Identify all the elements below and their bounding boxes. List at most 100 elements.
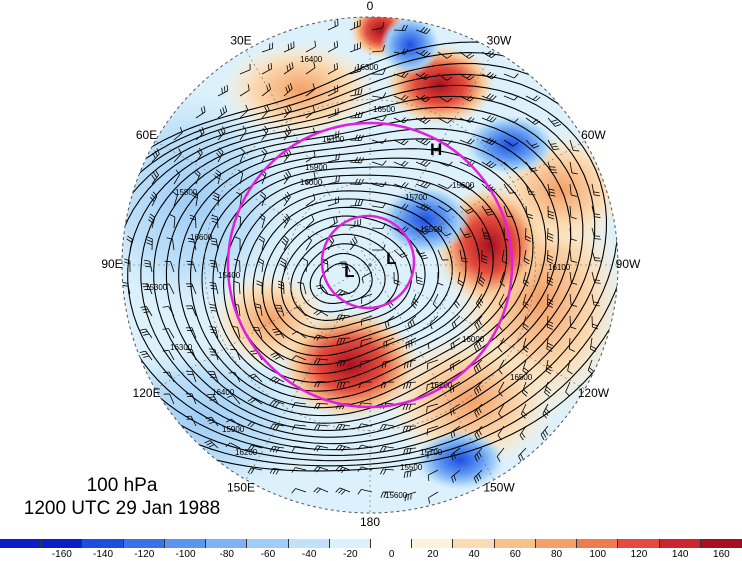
contour-label: 15600 (385, 491, 408, 500)
wind-barb (481, 205, 494, 216)
wind-barb (327, 107, 339, 119)
wind-barb (335, 314, 351, 321)
wind-barb (259, 191, 266, 207)
wind-barb (481, 50, 497, 59)
wind-barb (239, 104, 249, 119)
colorbar-swatch (329, 539, 371, 548)
colorbar-tick-label: -40 (301, 549, 317, 560)
wind-barb (163, 283, 175, 295)
wind-barb (415, 138, 431, 146)
wind-barb (380, 381, 395, 389)
wind-barb (454, 293, 461, 309)
wind-barb (139, 328, 153, 339)
wind-barb (380, 468, 395, 475)
wind-barb (269, 423, 285, 431)
wind-barb (124, 258, 131, 273)
height-contour (165, 128, 559, 424)
wind-barb (210, 237, 219, 251)
wind-barb (384, 315, 395, 329)
wind-barb (404, 491, 417, 502)
wind-barb (546, 293, 554, 308)
wind-barb (237, 169, 244, 185)
wind-barb (587, 359, 594, 375)
wind-barb (481, 160, 497, 169)
wind-barb (339, 261, 351, 273)
contour-label: 16500 (510, 373, 533, 382)
wind-barb (519, 425, 527, 441)
wind-barb (503, 73, 519, 79)
wind-barb (393, 181, 409, 189)
wind-barb (520, 403, 528, 419)
wind-barb (415, 26, 431, 35)
wind-barb (258, 235, 265, 251)
wind-barb (349, 199, 364, 207)
wind-barb (437, 227, 452, 237)
wind-barb (233, 258, 241, 273)
wind-barb (305, 61, 316, 75)
wind-barb (327, 62, 339, 75)
wind-barb (283, 126, 292, 141)
wind-barb (212, 192, 220, 207)
wind-barb (473, 359, 483, 374)
wind-barb (590, 337, 597, 353)
wind-barb (459, 116, 475, 123)
height-contour (223, 174, 494, 383)
wind-barb (415, 116, 431, 124)
pressure-level-label: 100 hPa (86, 475, 158, 496)
parallel-line (287, 182, 453, 348)
wind-barb (437, 95, 453, 103)
wind-barb (305, 172, 316, 185)
wind-barb (569, 249, 578, 263)
wind-barb (305, 149, 316, 163)
wind-barb (302, 257, 309, 273)
wind-barb (427, 337, 439, 350)
wind-barb (162, 306, 175, 317)
longitude-label: 30E (230, 34, 251, 48)
height-contour (178, 138, 547, 417)
wind-barb (313, 358, 329, 365)
wind-barb (173, 127, 183, 141)
wind-barb (459, 227, 472, 238)
contour-label: 15500 (400, 463, 423, 472)
wind-barb (426, 359, 439, 370)
wind-barb (151, 148, 160, 163)
wind-barb (305, 83, 316, 97)
wind-barb (141, 283, 153, 295)
wind-barb (371, 45, 385, 53)
wind-barb (547, 227, 554, 242)
wind-barb (473, 381, 483, 396)
wind-barb (236, 191, 242, 207)
wind-barb (569, 271, 578, 285)
wind-barb (568, 337, 575, 352)
wind-barb (379, 423, 395, 431)
contour-label: 16300 (170, 343, 193, 352)
wind-barb (291, 467, 307, 473)
wind-barb (473, 337, 483, 352)
wind-barb (313, 487, 329, 494)
wind-barb (225, 442, 241, 449)
wind-barb (349, 19, 361, 31)
wind-barb (523, 249, 530, 265)
wind-barb (291, 488, 307, 494)
wind-barb (349, 236, 358, 251)
high-center-label: H (430, 140, 442, 159)
height-contour (127, 95, 596, 445)
wind-barb (497, 425, 505, 441)
wind-barb (257, 257, 264, 273)
wind-barb (565, 381, 571, 397)
wind-barb (437, 51, 453, 59)
contour-label: 16300 (356, 63, 379, 72)
wind-barb (393, 271, 400, 286)
wind-barb (163, 393, 175, 405)
height-contour (271, 215, 426, 339)
wind-barb (269, 376, 285, 384)
contour-label: 16600 (190, 233, 213, 242)
wind-barb (371, 160, 387, 166)
colorbar-swatch (577, 539, 619, 548)
wind-barb (209, 326, 219, 339)
wind-barb (404, 359, 417, 369)
wind-barb (349, 218, 362, 229)
wind-barb (402, 403, 417, 411)
contour-label: 15300 (145, 283, 168, 292)
wind-barb (498, 381, 505, 397)
